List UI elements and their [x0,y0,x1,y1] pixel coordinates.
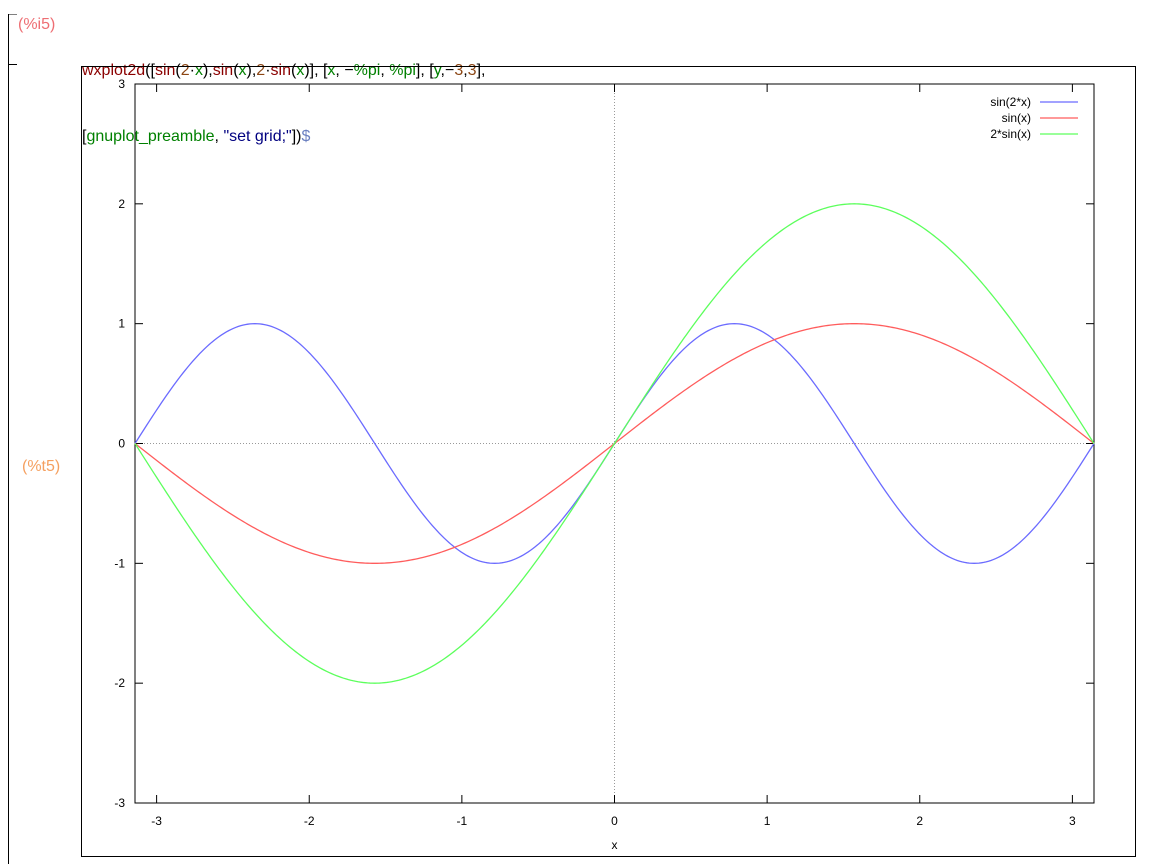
command-line-1-token: x [327,62,336,79]
command-line-1-token: y [433,62,441,79]
command-line-1-token: ( [175,62,181,79]
command-line-2-token: "set grid;" [223,128,292,145]
cell-bracket[interactable] [8,14,9,864]
command-line-1-token: ), [202,62,213,79]
command-line-1-token: , [463,62,468,79]
command-line-1-token: ), [246,62,257,79]
command-line-1-token: 2 [180,62,190,79]
command-line-1-token: x [296,62,305,79]
command-line-1-token: ], [ [415,62,434,79]
x-axis-label: x [612,838,618,852]
command-line-1-token: ], [476,62,486,79]
command-line-1-token: ( [290,62,297,79]
command-line-2-token: [ [82,128,87,145]
input-prompt-label: (%i5) [18,16,56,33]
command-line-2-token: gnuplot_preamble [86,128,215,145]
x-tick-label: 3 [1069,814,1076,828]
command-line-1-token: 3 [467,62,477,79]
command-line-2-token: ]) [291,128,302,145]
command-line-1-token: · [189,62,195,79]
legend-label-1: sin(x) [1002,111,1031,125]
x-tick-label: -3 [151,814,162,828]
legend-label-2: 2*sin(x) [990,127,1031,141]
y-tick-label: 3 [118,77,125,91]
command-line-1-token: , − [335,62,354,79]
y-tick-label: 1 [118,317,125,331]
x-tick-label: 0 [611,814,618,828]
y-tick-label: -2 [114,676,125,690]
y-tick-label: 0 [118,437,125,451]
command-line-1-token: ([ [145,62,155,79]
x-tick-label: 1 [764,814,771,828]
plot-frame [81,66,1136,857]
command-line-1-token: , [380,62,390,79]
command-line-1-token: x [194,62,203,79]
output-prompt-label: (%t5) [22,458,61,475]
series-line-2 [134,203,1095,684]
x-tick-label: 2 [916,814,923,828]
x-tick-label: -2 [304,814,315,828]
cell-input-divider [8,64,17,65]
command-line-1-token: x [238,62,247,79]
command-line-1-token: · [265,62,271,79]
command-line-1-token: ( [233,62,239,79]
y-tick-label: 2 [118,197,125,211]
command-line-2: [gnuplot_preamble, "set grid;"])$ [82,126,485,148]
command-line-2-token: , [214,128,224,145]
y-tick-label: -3 [114,796,125,810]
command-line-1-token: 3 [454,62,464,79]
command-line-1-token: 2 [256,62,266,79]
legend-label-0: sin(2*x) [990,95,1031,109]
x-tick-label: -1 [457,814,468,828]
y-tick-label: -1 [114,556,125,570]
command-line-2-token: $ [301,128,311,145]
